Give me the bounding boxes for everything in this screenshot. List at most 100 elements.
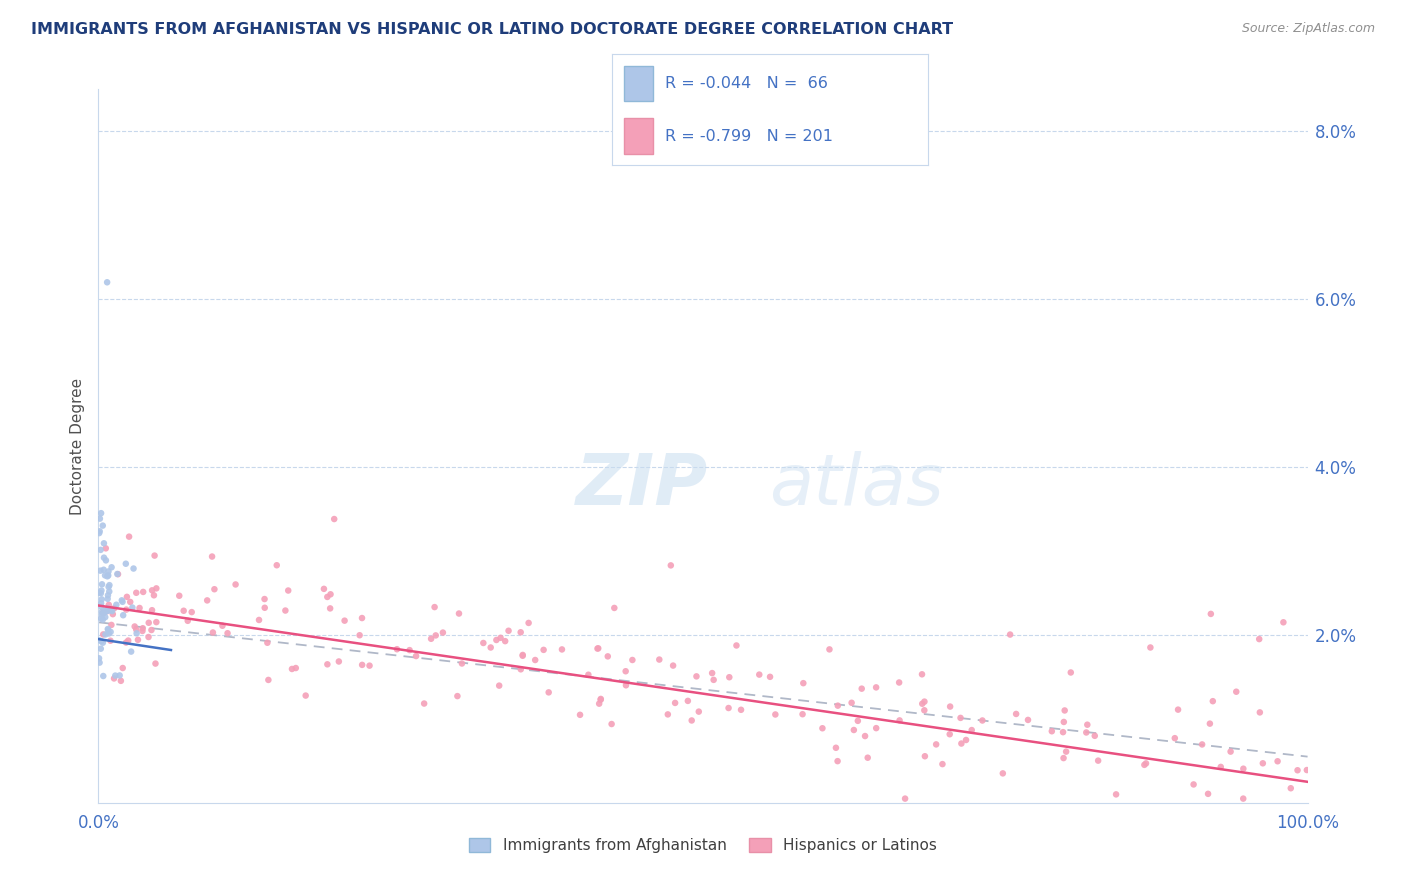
Point xyxy=(1251,756,1274,771)
Point xyxy=(114,557,136,571)
Point xyxy=(101,604,124,618)
Point xyxy=(97,622,120,636)
Point xyxy=(180,605,202,619)
Point xyxy=(97,568,120,582)
Point xyxy=(112,608,135,623)
Point xyxy=(91,518,114,533)
Point xyxy=(718,670,741,684)
Point xyxy=(132,585,155,599)
Point xyxy=(97,604,120,618)
FancyBboxPatch shape xyxy=(624,66,652,102)
Point xyxy=(97,598,120,612)
Point xyxy=(247,613,270,627)
Point xyxy=(122,561,145,575)
Point xyxy=(201,549,224,564)
Point xyxy=(717,701,740,715)
Point xyxy=(1232,762,1254,776)
Point xyxy=(972,714,994,728)
Point xyxy=(385,642,408,657)
Point xyxy=(97,580,120,594)
Point xyxy=(100,603,122,617)
Point xyxy=(89,564,111,578)
Point xyxy=(447,607,470,621)
Point xyxy=(89,526,111,541)
Point xyxy=(914,749,936,764)
Point xyxy=(569,707,592,722)
Point xyxy=(93,536,115,550)
Point xyxy=(1060,665,1083,680)
Point xyxy=(177,614,200,628)
Point xyxy=(479,640,502,655)
Point xyxy=(662,658,685,673)
Point xyxy=(589,692,612,706)
Point xyxy=(1272,615,1295,630)
Point xyxy=(111,661,134,675)
Point xyxy=(939,699,962,714)
Point xyxy=(494,634,516,648)
Point xyxy=(763,707,786,722)
Point xyxy=(202,582,225,597)
Point xyxy=(100,624,122,639)
Point xyxy=(856,750,879,764)
Point xyxy=(323,512,346,526)
Point xyxy=(141,623,163,637)
Point xyxy=(524,653,547,667)
Point xyxy=(253,592,276,607)
Point xyxy=(889,675,911,690)
Point xyxy=(825,740,848,755)
Point xyxy=(614,665,637,679)
Point xyxy=(98,584,121,599)
Point xyxy=(333,614,356,628)
Point xyxy=(138,615,160,630)
Point xyxy=(127,632,149,647)
Point xyxy=(413,697,436,711)
Point xyxy=(97,623,120,637)
Text: IMMIGRANTS FROM AFGHANISTAN VS HISPANIC OR LATINO DOCTORATE DEGREE CORRELATION C: IMMIGRANTS FROM AFGHANISTAN VS HISPANIC … xyxy=(31,22,953,37)
Point xyxy=(1167,703,1189,717)
Text: atlas: atlas xyxy=(769,450,943,520)
Point xyxy=(319,587,342,601)
Point xyxy=(1191,738,1213,752)
Point xyxy=(614,678,637,692)
Point xyxy=(911,667,934,681)
Point xyxy=(89,524,111,539)
Point xyxy=(576,667,599,681)
Point xyxy=(865,721,887,735)
Point xyxy=(1249,706,1271,720)
Legend: Immigrants from Afghanistan, Hispanics or Latinos: Immigrants from Afghanistan, Hispanics o… xyxy=(463,831,943,859)
Point xyxy=(533,643,555,657)
Point xyxy=(889,714,911,728)
Point xyxy=(432,625,454,640)
Point xyxy=(1076,717,1098,731)
Point xyxy=(1219,745,1241,759)
Point xyxy=(586,641,609,656)
Point xyxy=(1053,714,1076,729)
Point xyxy=(118,530,141,544)
Point xyxy=(94,553,117,567)
Point xyxy=(1249,632,1271,646)
Point xyxy=(588,697,610,711)
Point xyxy=(90,596,112,610)
Point xyxy=(350,611,373,625)
Y-axis label: Doctorate Degree: Doctorate Degree xyxy=(70,377,86,515)
Text: R = -0.799   N = 201: R = -0.799 N = 201 xyxy=(665,128,834,144)
Point xyxy=(90,634,112,648)
Point xyxy=(1182,777,1205,791)
Point xyxy=(90,605,112,619)
Point xyxy=(998,627,1021,641)
Point xyxy=(120,595,142,609)
Point xyxy=(1133,757,1156,772)
Point xyxy=(664,696,686,710)
Point xyxy=(488,679,510,693)
Point xyxy=(169,589,191,603)
Point xyxy=(256,636,278,650)
Point xyxy=(472,636,495,650)
Point xyxy=(537,685,560,699)
Point xyxy=(688,705,710,719)
Point xyxy=(141,583,163,598)
Point xyxy=(748,667,770,681)
Point xyxy=(991,766,1014,780)
Point xyxy=(125,626,148,640)
Point xyxy=(1017,713,1039,727)
Point xyxy=(446,689,468,703)
